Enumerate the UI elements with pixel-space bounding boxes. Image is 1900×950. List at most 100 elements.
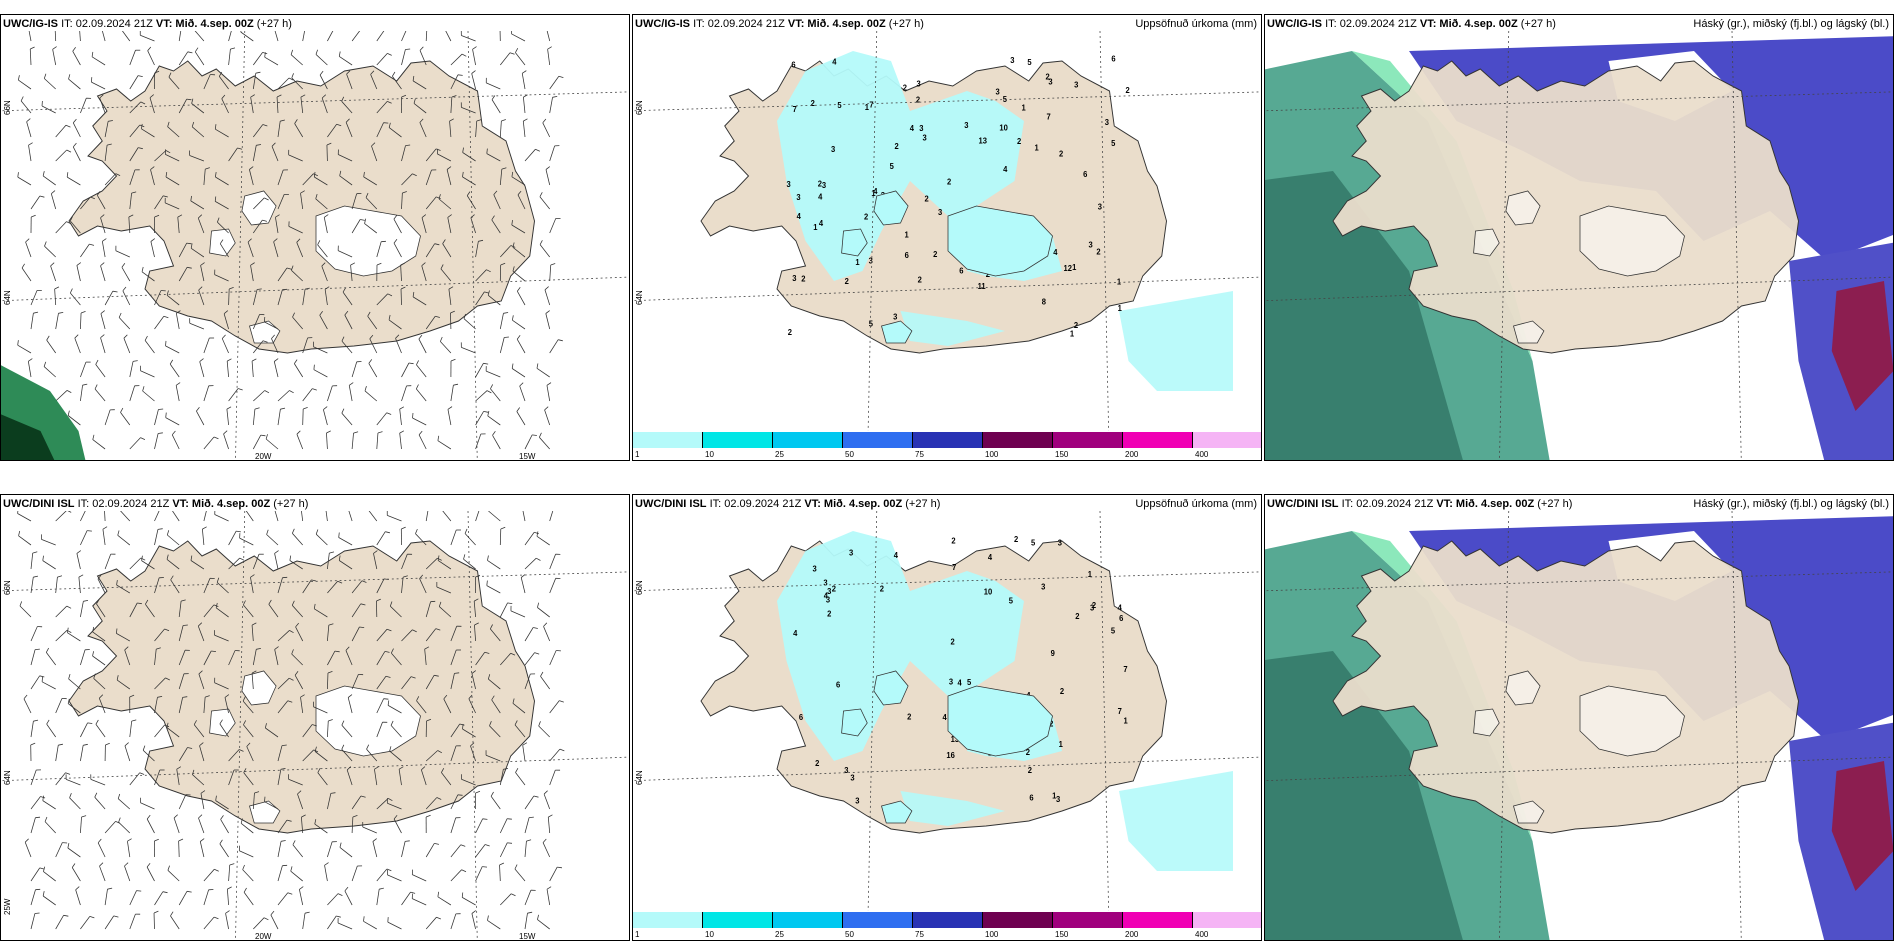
precip-value: 2 xyxy=(1014,535,1019,544)
precip-value: 3 xyxy=(1098,203,1103,212)
map-panel-1: UWC/IG-IS IT: 02.09.2024 21Z VT: Mið. 4.… xyxy=(0,14,630,461)
precip-value: 2 xyxy=(951,536,956,545)
precip-value: 2 xyxy=(925,194,930,203)
precip-value: 3 xyxy=(787,180,792,189)
precip-value: 4 xyxy=(873,187,878,196)
colorbar-swatch xyxy=(913,432,983,448)
precip-value: 1 xyxy=(865,103,870,112)
precip-value: 3 xyxy=(826,596,831,605)
precip-value: 2 xyxy=(1126,86,1131,95)
colorbar-label: 75 xyxy=(915,450,924,459)
valid-time-label: VT: xyxy=(172,498,189,510)
precip-value: 1 xyxy=(1118,304,1123,313)
precip-value: 2 xyxy=(1049,720,1054,729)
precip-value: 11 xyxy=(978,282,987,291)
map-panel-3: UWC/IG-IS IT: 02.09.2024 21Z VT: Mið. 4.… xyxy=(1264,14,1894,461)
precip-value: 3 xyxy=(922,133,927,142)
valid-time-label: VT: xyxy=(787,18,805,30)
model-name: UWC/IG-IS xyxy=(635,18,690,30)
precip-value: 4 xyxy=(832,57,837,66)
precip-value: 3 xyxy=(996,87,1001,96)
precip-value: 2 xyxy=(950,637,955,646)
precip-value: 4 xyxy=(793,629,798,638)
precip-value: 5 xyxy=(890,162,895,171)
field-title: Uppsöfnuð úrkoma (mm) xyxy=(1135,18,1257,30)
precip-value: 3 xyxy=(792,274,797,283)
colorbar-label: 50 xyxy=(845,450,854,459)
precip-value: 7 xyxy=(952,563,956,572)
colorbar-swatch xyxy=(703,912,773,928)
colorbar-swatch xyxy=(773,912,843,928)
panel-header: UWC/DINI ISL IT: 02.09.2024 21Z VT: Mið.… xyxy=(1267,498,1572,510)
colorbar-swatch xyxy=(1193,912,1261,928)
precip-value: 2 xyxy=(1045,73,1050,82)
valid-time-label: VT: xyxy=(1436,498,1453,510)
lead-time: (+27 h) xyxy=(1520,18,1556,30)
precip-value: 2 xyxy=(788,328,793,337)
precip-colorbar: 1 10 25 50 75 100 150 200 400 xyxy=(633,912,1261,940)
latitude-label: 25W xyxy=(3,898,12,915)
colorbar-label: 150 xyxy=(1055,930,1069,939)
precip-value: 3 xyxy=(949,677,954,686)
colorbar-label: 200 xyxy=(1125,450,1139,459)
precip-value: 2 xyxy=(895,142,900,151)
precip-value: 7 xyxy=(1123,665,1127,674)
longitude-label: 20W xyxy=(255,932,272,941)
init-time: IT: 02.09.2024 21Z xyxy=(1341,498,1434,510)
colorbar-label: 200 xyxy=(1125,930,1139,939)
lead-time: (+27 h) xyxy=(256,18,292,30)
valid-time: Mið. 4.sep. 00Z xyxy=(191,498,271,510)
precip-value: 7 xyxy=(1047,112,1051,121)
longitude-label: 20W xyxy=(255,452,272,461)
precip-value: 2 xyxy=(903,83,908,92)
field-title: Háský (gr.), miðský (fj.bl.) og lágský (… xyxy=(1693,18,1889,30)
precip-value: 2 xyxy=(1017,137,1022,146)
precip-value: 3 xyxy=(849,548,854,557)
colorbar-label: 50 xyxy=(845,930,854,939)
panel-header: UWC/IG-IS IT: 02.09.2024 21Z VT: Mið. 4.… xyxy=(1267,18,1556,30)
model-name: UWC/DINI ISL xyxy=(3,498,75,510)
colorbar-swatch xyxy=(913,912,983,928)
precip-value: 6 xyxy=(959,266,964,275)
panel-header: UWC/DINI ISL IT: 02.09.2024 21Z VT: Mið.… xyxy=(3,498,308,510)
colorbar-label: 1 xyxy=(635,450,640,459)
precip-value: 6 xyxy=(1083,170,1088,179)
colorbar-label: 10 xyxy=(705,450,714,459)
panel-header: UWC/IG-IS IT: 02.09.2024 21Z VT: Mið. 4.… xyxy=(3,18,292,30)
precip-value: 1 xyxy=(1052,791,1057,800)
precip-value: 3 xyxy=(1056,795,1061,804)
precip-value: 6 xyxy=(1119,614,1124,623)
precip-value: 16 xyxy=(946,751,955,760)
latitude-label: 66N xyxy=(3,100,12,115)
precip-value: 5 xyxy=(1009,596,1014,605)
precip-value: 3 xyxy=(964,121,969,130)
precip-value: 2 xyxy=(1026,748,1031,757)
precip-value: 4 xyxy=(818,192,823,201)
model-name: UWC/DINI ISL xyxy=(1267,498,1339,510)
colorbar-swatch xyxy=(1193,432,1261,448)
colorbar-swatch xyxy=(633,432,703,448)
precip-value: 5 xyxy=(869,319,874,328)
colorbar-swatch xyxy=(1123,912,1193,928)
precip-value: 2 xyxy=(907,712,912,721)
wind-barb-map xyxy=(1,31,629,460)
precip-value: 2 xyxy=(1074,321,1079,330)
precip-value: 3 xyxy=(938,208,943,217)
precip-value: 3 xyxy=(796,193,801,202)
precip-value: 3 xyxy=(1058,538,1063,547)
valid-time: Mið. 4.sep. 00Z xyxy=(807,18,886,30)
precip-value: 1 xyxy=(1022,103,1027,112)
precip-value: 3 xyxy=(813,565,818,574)
cloud-cover-map xyxy=(1265,511,1893,940)
colorbar-swatch xyxy=(983,432,1053,448)
precip-value: 3 xyxy=(893,312,898,321)
valid-time-label: VT: xyxy=(1419,18,1437,30)
precip-value: 6 xyxy=(1111,54,1116,63)
precip-value: 6 xyxy=(1029,793,1034,802)
precip-value: 1 xyxy=(1070,330,1075,339)
precip-value: 3 xyxy=(1074,80,1079,89)
colorbar-label: 75 xyxy=(915,930,924,939)
precip-value: 5 xyxy=(967,678,972,687)
valid-time: Mið. 4.sep. 00Z xyxy=(1455,498,1535,510)
precip-value: 2 xyxy=(1028,766,1033,775)
